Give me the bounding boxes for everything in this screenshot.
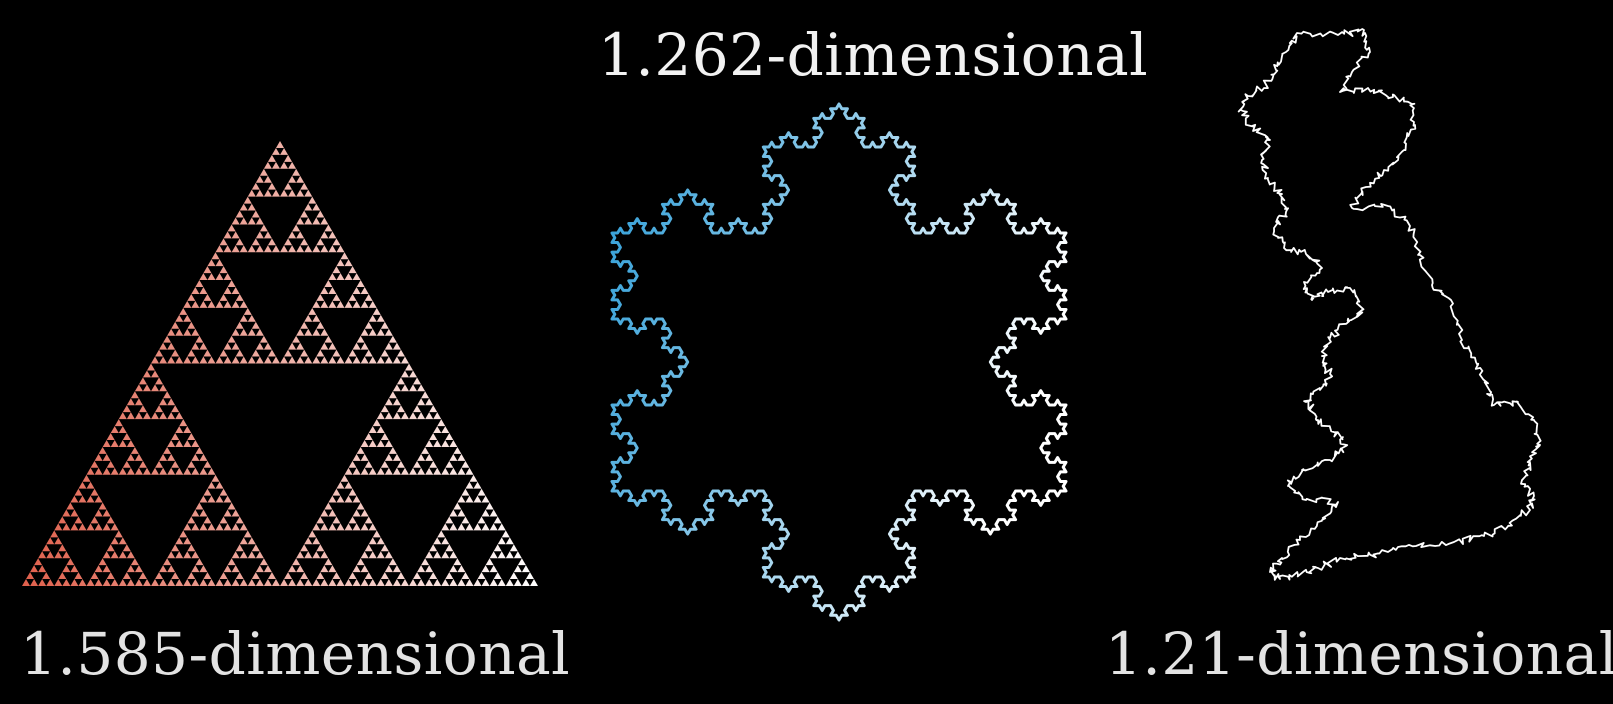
sierpinski-dimension-label: 1.585-dimensional xyxy=(20,620,571,688)
koch-snowflake xyxy=(610,102,1068,622)
britain-dimension-label: 1.21-dimensional xyxy=(1105,620,1613,688)
great-britain-coastline xyxy=(1237,28,1542,581)
koch-dimension-label: 1.262-dimensional xyxy=(598,21,1149,89)
sierpinski-triangle xyxy=(22,141,538,586)
sierpinski-triangles xyxy=(22,141,538,586)
